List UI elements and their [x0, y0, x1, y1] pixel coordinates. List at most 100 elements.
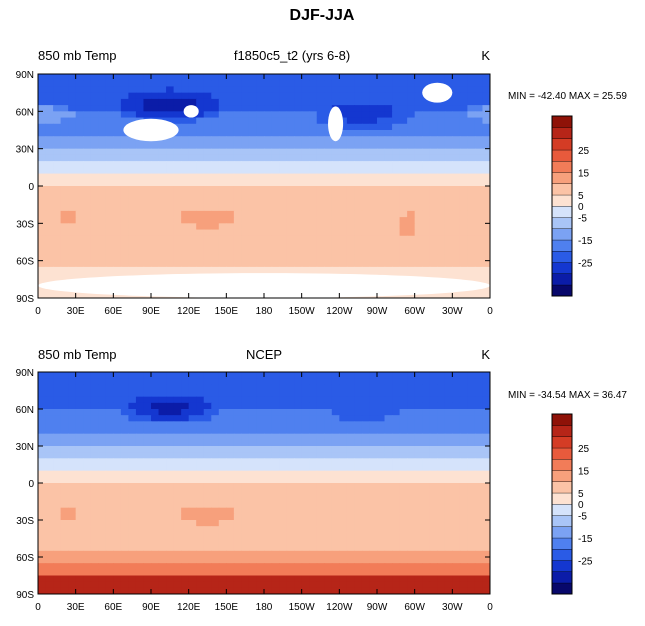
heatmap-cell — [226, 581, 235, 589]
heatmap-cell — [286, 111, 295, 119]
heatmap-cell — [482, 421, 490, 429]
heatmap-cell — [60, 464, 69, 472]
heatmap-cell — [474, 130, 484, 137]
heatmap-cell — [233, 489, 242, 496]
heatmap-cell — [407, 260, 416, 268]
heatmap-cell — [354, 433, 363, 441]
x-tick-label: 180 — [256, 306, 273, 317]
heatmap-cell — [90, 74, 99, 81]
heatmap-cell — [241, 154, 250, 162]
heatmap-cell — [166, 378, 175, 385]
heatmap-cell — [392, 501, 401, 509]
heatmap-cell — [482, 235, 490, 243]
heatmap-cell — [407, 544, 416, 552]
heatmap-cell — [60, 421, 69, 429]
heatmap-cell — [241, 501, 250, 509]
heatmap-cell — [135, 378, 145, 385]
heatmap-cell — [346, 427, 355, 435]
heatmap-cell — [196, 105, 205, 112]
heatmap-cell — [331, 526, 340, 533]
heatmap-cell — [188, 80, 197, 88]
heatmap-cell — [429, 532, 438, 540]
heatmap-cell — [399, 415, 408, 422]
heatmap-cell — [45, 86, 54, 94]
heatmap-cell — [301, 117, 310, 125]
heatmap-cell — [346, 563, 355, 570]
heatmap-cell — [60, 520, 69, 527]
heatmap-cell — [437, 148, 446, 156]
heatmap-cell — [75, 266, 84, 274]
heatmap-cell — [181, 587, 190, 594]
heatmap-cell — [452, 248, 461, 256]
heatmap-cell — [241, 421, 250, 429]
heatmap-cell — [181, 266, 190, 274]
heatmap-cell — [226, 470, 235, 478]
heatmap-cell — [173, 235, 182, 243]
heatmap-cell — [331, 402, 340, 410]
heatmap-cell — [53, 98, 62, 106]
heatmap-cell — [173, 105, 182, 112]
heatmap-cell — [399, 248, 408, 256]
heatmap-cell — [53, 532, 62, 540]
heatmap-cell — [173, 111, 182, 119]
heatmap-cell — [384, 390, 393, 398]
heatmap-cell — [279, 148, 288, 156]
heatmap-cell — [135, 402, 145, 410]
heatmap-cell — [422, 260, 431, 268]
heatmap-cell — [90, 210, 99, 218]
heatmap-cell — [384, 123, 393, 131]
heatmap-cell — [339, 254, 348, 262]
heatmap-cell — [38, 409, 47, 416]
heatmap-cell — [324, 421, 333, 429]
heatmap-cell — [135, 223, 145, 231]
heatmap-cell — [279, 446, 288, 453]
heatmap-cell — [181, 538, 190, 546]
heatmap-cell — [422, 130, 431, 137]
heatmap-cell — [392, 154, 401, 162]
heatmap-cell — [166, 136, 175, 144]
heatmap-cell — [226, 520, 235, 527]
heatmap-cell — [233, 550, 242, 558]
heatmap-cell — [339, 563, 348, 570]
heatmap-cell — [83, 80, 92, 88]
heatmap-cell — [422, 409, 431, 416]
heatmap-cell — [143, 217, 152, 224]
heatmap-cell — [75, 483, 84, 490]
heatmap-cell — [135, 421, 145, 429]
heatmap-cell — [309, 421, 318, 429]
heatmap-cell — [248, 544, 258, 552]
heatmap-cell — [407, 427, 416, 435]
heatmap-cell — [279, 507, 288, 515]
heatmap-cell — [384, 433, 393, 441]
heatmap-cell — [482, 198, 490, 206]
heatmap-cell — [218, 557, 227, 564]
heatmap-cell — [444, 575, 453, 583]
heatmap-cell — [211, 513, 220, 521]
heatmap-cell — [392, 402, 401, 410]
heatmap-cell — [211, 507, 220, 515]
heatmap-cell — [241, 439, 250, 447]
heatmap-cell — [181, 378, 190, 385]
heatmap-cell — [369, 235, 378, 243]
heatmap-cell — [128, 136, 137, 144]
x-tick-label: 120W — [326, 306, 353, 317]
heatmap-cell — [256, 167, 265, 175]
heatmap-cell — [377, 173, 386, 181]
heatmap-cell — [120, 513, 129, 521]
heatmap-cell — [392, 409, 401, 416]
heatmap-cell — [203, 495, 212, 503]
heatmap-cell — [377, 372, 386, 379]
heatmap-cell — [38, 117, 47, 125]
heatmap-cell — [188, 260, 197, 268]
heatmap-cell — [324, 167, 333, 175]
heatmap-cell — [437, 378, 446, 385]
heatmap-cell — [474, 384, 484, 392]
heatmap-cell — [75, 217, 84, 224]
heatmap-cell — [429, 248, 438, 256]
heatmap-cell — [444, 427, 453, 435]
heatmap-cell — [452, 161, 461, 168]
heatmap-cell — [158, 198, 167, 206]
heatmap-cell — [181, 372, 190, 379]
heatmap-cell — [181, 458, 190, 466]
missing-data-region — [123, 118, 179, 142]
